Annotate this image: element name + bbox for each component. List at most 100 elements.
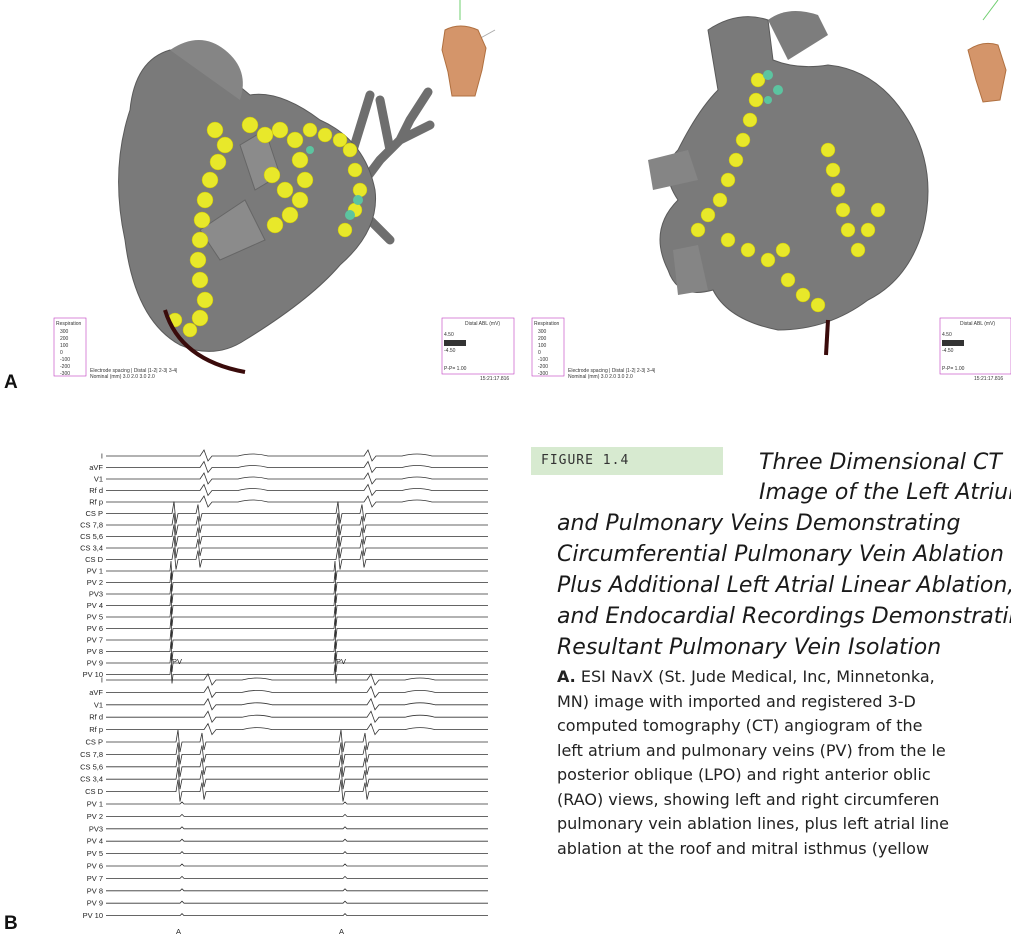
lead-label: I bbox=[101, 452, 103, 461]
beat-label: PV bbox=[172, 657, 182, 666]
torso-orientation-icon bbox=[967, 42, 1007, 103]
svg-text:Nominal (mm) 3.0 2.0 3.0: Nominal (mm) 3.0 2.0 3.0 2.0 bbox=[568, 374, 633, 380]
torso-orientation-icon bbox=[441, 25, 487, 97]
svg-text:-100: -100 bbox=[538, 357, 548, 363]
lead-trace bbox=[106, 722, 488, 736]
lead-trace bbox=[106, 813, 488, 817]
lead-label: I bbox=[101, 676, 103, 685]
lead-label: CS D bbox=[85, 787, 104, 796]
lead-trace bbox=[106, 875, 488, 879]
lead-trace bbox=[106, 664, 488, 684]
lead-label: CS 3,4 bbox=[80, 775, 103, 784]
lead-label: CS 5,6 bbox=[80, 762, 103, 771]
svg-text:15:21:17.816: 15:21:17.816 bbox=[480, 376, 509, 382]
svg-text:-4.50: -4.50 bbox=[942, 348, 954, 354]
svg-text:Respiration: Respiration bbox=[534, 321, 560, 327]
lead-trace bbox=[106, 641, 488, 661]
svg-text:0: 0 bbox=[538, 350, 541, 356]
lead-label: CS 5,6 bbox=[80, 532, 103, 541]
lead-label: PV 1 bbox=[87, 800, 103, 809]
lead-label: PV 10 bbox=[83, 670, 103, 679]
lead-label: PV 4 bbox=[87, 837, 103, 846]
lead-trace bbox=[106, 767, 488, 790]
lead-label: PV 8 bbox=[87, 647, 103, 656]
svg-text:-300: -300 bbox=[538, 371, 548, 377]
lead-trace bbox=[106, 888, 488, 892]
svg-text:4.50: 4.50 bbox=[942, 332, 952, 338]
lead-trace bbox=[106, 779, 488, 802]
lead-trace bbox=[106, 629, 488, 650]
lead-trace bbox=[106, 913, 488, 916]
svg-text:200: 200 bbox=[60, 336, 69, 342]
caption-body-line: left atrium and pulmonary veins (PV) fro… bbox=[557, 740, 946, 760]
lead-trace bbox=[106, 710, 488, 724]
caption-body: A. ESI NavX (St. Jude Medical, Inc, Minn… bbox=[557, 665, 1011, 861]
lead-label: CS 7,8 bbox=[80, 521, 103, 530]
svg-text:P-P= 1.00: P-P= 1.00 bbox=[942, 366, 965, 372]
lead-label: Rf d bbox=[89, 486, 103, 495]
lead-label: CS D bbox=[85, 555, 104, 564]
caption-body-line: (RAO) views, showing left and right circ… bbox=[557, 789, 940, 809]
svg-text:15:21:17.816: 15:21:17.816 bbox=[974, 376, 1003, 382]
lead-trace bbox=[106, 900, 488, 904]
beat-label: A bbox=[339, 927, 344, 936]
lead-label: aVF bbox=[89, 688, 103, 697]
lead-trace bbox=[106, 512, 488, 536]
svg-text:-300: -300 bbox=[60, 371, 70, 377]
lead-trace bbox=[106, 483, 488, 497]
navx-image-lpo: Respiration 300 200 100 0 -100 -200 -300… bbox=[53, 0, 515, 382]
svg-text:300: 300 bbox=[538, 329, 547, 335]
svg-text:Electrode spacing | Distal |1-: Electrode spacing | Distal |1-2| 2-3| 3-… bbox=[90, 368, 177, 374]
lead-label: aVF bbox=[89, 463, 103, 472]
lead-label: PV 1 bbox=[87, 567, 103, 576]
svg-text:P-P= 1.00: P-P= 1.00 bbox=[444, 366, 467, 372]
lead-label: PV 8 bbox=[87, 886, 103, 895]
lead-trace bbox=[106, 742, 488, 765]
lead-trace bbox=[106, 618, 488, 638]
lead-trace bbox=[106, 572, 488, 592]
lead-trace bbox=[106, 560, 488, 581]
lead-label: PV 5 bbox=[87, 849, 103, 858]
lead-label: PV 7 bbox=[87, 874, 103, 883]
caption-title-line: Plus Additional Left Atrial Linear Ablat… bbox=[557, 573, 1011, 598]
lead-label: V1 bbox=[94, 700, 103, 709]
caption-title-line: Image of the Left Atrium bbox=[759, 480, 1011, 505]
lead-trace bbox=[106, 595, 488, 615]
svg-text:-200: -200 bbox=[60, 364, 70, 370]
caption-title-line: and Pulmonary Veins Demonstrating bbox=[557, 511, 961, 536]
lead-label: PV 9 bbox=[87, 899, 103, 908]
lead-label: PV 10 bbox=[83, 911, 103, 920]
lead-label: PV 9 bbox=[87, 659, 103, 668]
caption-title-line: Circumferential Pulmonary Vein Ablation bbox=[557, 542, 1004, 567]
lead-label: PV3 bbox=[89, 824, 103, 833]
caption-body-line: ESI NavX (St. Jude Medical, Inc, Minneto… bbox=[580, 667, 935, 686]
lead-trace bbox=[106, 754, 488, 777]
svg-text:4.50: 4.50 bbox=[444, 332, 454, 338]
lead-trace bbox=[106, 673, 488, 686]
svg-text:Respiration: Respiration bbox=[56, 321, 82, 327]
lead-label: PV 5 bbox=[87, 613, 103, 622]
panel-label-b: B bbox=[4, 913, 18, 934]
lead-trace bbox=[106, 583, 488, 604]
caption-body-line: MN) image with imported and registered 3… bbox=[557, 691, 916, 711]
svg-text:200: 200 bbox=[538, 336, 547, 342]
caption-body-line: ablation at the roof and mitral isthmus … bbox=[557, 838, 930, 858]
caption-title-line: and Endocardial Recordings Demonstrating bbox=[557, 604, 1011, 629]
lead-label: PV 6 bbox=[87, 862, 103, 871]
lead-label: CS P bbox=[85, 738, 103, 747]
lead-label: PV 6 bbox=[87, 624, 103, 633]
lead-label: V1 bbox=[94, 475, 103, 484]
lead-label: PV 7 bbox=[87, 636, 103, 645]
lead-label: PV 2 bbox=[87, 578, 103, 587]
lead-trace bbox=[106, 838, 488, 842]
lead-trace bbox=[106, 472, 488, 485]
lead-trace bbox=[106, 863, 488, 867]
lead-trace bbox=[106, 501, 488, 524]
lead-trace bbox=[106, 729, 488, 753]
svg-text:0: 0 bbox=[60, 350, 63, 356]
lead-label: PV 2 bbox=[87, 812, 103, 821]
lead-trace bbox=[106, 460, 488, 474]
lead-label: Rf p bbox=[89, 498, 103, 507]
svg-text:-100: -100 bbox=[60, 357, 70, 363]
